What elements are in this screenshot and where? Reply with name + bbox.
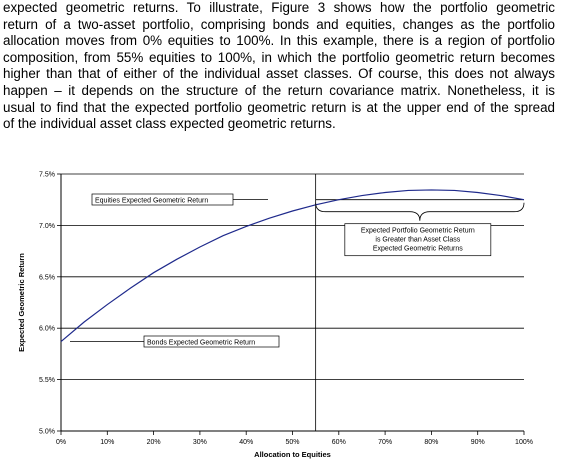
y-tick-label: 6.5% [39, 274, 55, 281]
y-tick-label: 7.0% [39, 223, 55, 230]
paragraph-line-6: happen – it depends on the structure of … [3, 82, 555, 98]
x-tick-label: 10% [100, 439, 114, 446]
series-layer [60, 189, 525, 343]
bracket-callout-text: is Greater than Asset Class [375, 237, 460, 244]
bracket-callout-text: Expected Portfolio Geometric Return [361, 228, 475, 235]
paragraph-line-5: higher than that of either of the indivi… [3, 66, 555, 82]
x-tick-label: 90% [471, 439, 485, 446]
x-tick-label: 70% [378, 439, 392, 446]
tick-labels: 5.0% 5.5% 6.0% 6.5% 7.0% 7.5% 0% 10% 20% 30% 40% 50… [39, 172, 533, 447]
bracket-callout-text: Expected Geometric Returns [373, 246, 463, 253]
x-tick-label: 100% [515, 439, 533, 446]
portfolio-return-line [60, 189, 525, 343]
x-tick-label: 50% [285, 439, 299, 446]
y-tick-label: 7.5% [39, 172, 55, 179]
y-tick-label: 6.0% [39, 326, 55, 333]
paragraph-line-1: expected geometric returns. To illustrat… [3, 0, 555, 15]
axes [57, 173, 525, 435]
paragraph-line-2: return of a two-asset portfolio, compris… [3, 16, 555, 32]
paragraph-line-7: usual to find that the expected portfoli… [3, 99, 555, 115]
x-tick-label: 30% [193, 439, 207, 446]
paragraph-line-4: composition, from 55% equities to 100%, … [3, 49, 555, 65]
y-axis-title: Expected Geometric Return [17, 253, 26, 352]
x-tick-label: 0% [56, 439, 66, 446]
paragraph-line-8: of the individual asset class expected g… [3, 116, 336, 132]
bracket-callout-box [344, 223, 492, 257]
bonds-label-text: Bonds Expected Geometric Return [147, 340, 255, 347]
equities-label-text: Equities Expected Geometric Return [95, 198, 208, 205]
y-tick-label: 5.5% [39, 377, 55, 384]
annotations: Equities Expected Geometric Return Bonds … [70, 193, 525, 348]
x-tick-label: 40% [239, 439, 253, 446]
x-tick-label: 20% [147, 439, 161, 446]
body-paragraph: expected geometric returns. To illustrat… [3, 0, 555, 133]
x-tick-label: 60% [332, 439, 346, 446]
reference-lines [315, 174, 524, 431]
x-tick-label: 80% [424, 439, 438, 446]
y-tick-label: 5.0% [39, 429, 55, 436]
region-brace [315, 202, 525, 221]
x-axis-title: Allocation to Equities [254, 450, 331, 459]
gridlines [61, 173, 524, 381]
paragraph-line-3: allocation moves from 0% equities to 100… [3, 33, 555, 49]
